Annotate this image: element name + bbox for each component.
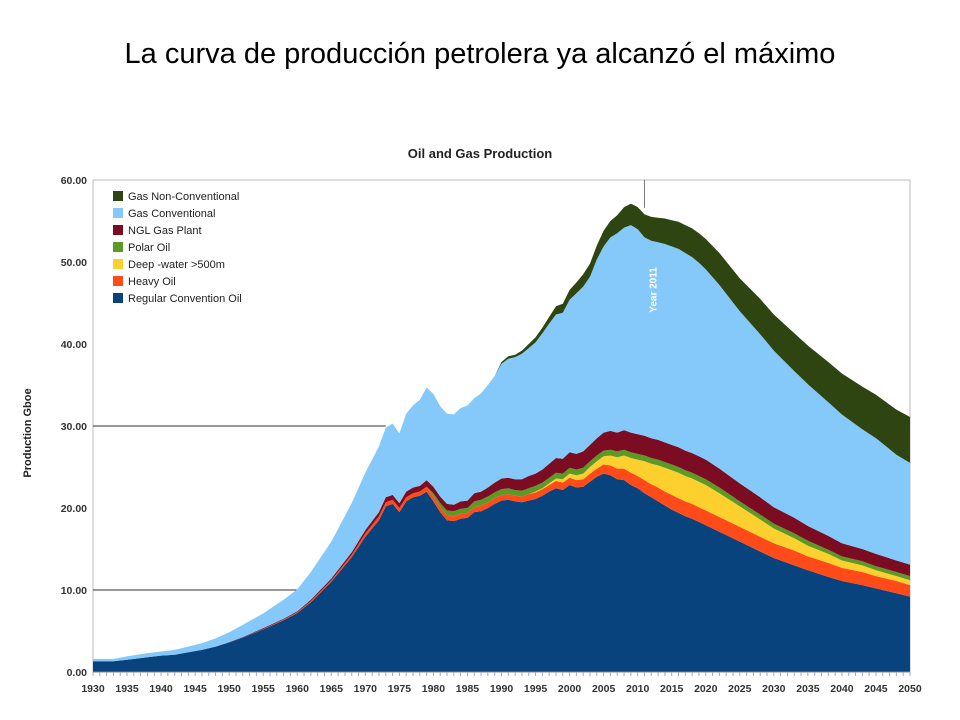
x-tick-label: 2035: [796, 683, 820, 695]
area-regular-convention-oil: [93, 473, 910, 672]
chart-title: Oil and Gas Production: [408, 146, 553, 161]
x-tick-label: 2020: [694, 683, 718, 695]
x-tick-label: 2015: [660, 683, 684, 695]
annotation-layer: Year 2011: [643, 180, 659, 313]
y-tick-label: 30.00: [61, 421, 87, 433]
x-tick-label: 1980: [422, 683, 446, 695]
x-tick-label: 1995: [524, 683, 548, 695]
x-tick-label: 2025: [728, 683, 752, 695]
axes: 0.00 10.00 20.00 30.00 40.00 50.00 60.00 1930 19…: [61, 175, 922, 695]
y-tick-label: 60.00: [61, 175, 87, 187]
y-tick-label: 10.00: [61, 585, 87, 597]
y-tick-label: 20.00: [61, 503, 87, 515]
x-tick-label: 2005: [592, 683, 616, 695]
x-tick-label: 1970: [354, 683, 378, 695]
legend-label: Gas Non-Conventional: [128, 191, 239, 203]
legend-swatch: [113, 276, 123, 286]
legend-label: Polar Oil: [128, 242, 170, 254]
y-tick-label: 0.00: [67, 667, 88, 679]
area-deep-water-500m: [93, 455, 910, 662]
y-tick-label: 50.00: [61, 257, 87, 269]
legend-label: Regular Convention Oil: [128, 293, 242, 305]
y-tick-label: 40.00: [61, 339, 87, 351]
x-tick-label: 1990: [490, 683, 514, 695]
stacked-areas: [93, 203, 910, 672]
x-tick-label: 1930: [81, 683, 105, 695]
x-tick-label: 1940: [149, 683, 173, 695]
legend-label: Deep -water >500m: [128, 259, 225, 271]
x-tick-label: 2050: [898, 683, 922, 695]
legend-swatch: [113, 191, 123, 201]
legend-swatch: [113, 242, 123, 252]
x-tick-label: 1955: [252, 683, 276, 695]
legend-swatch: [113, 208, 123, 218]
y-axis-label: Production Gboe: [22, 388, 34, 477]
x-tick-label: 1975: [388, 683, 412, 695]
x-tick-label: 1965: [320, 683, 344, 695]
area-polar-oil: [93, 449, 910, 662]
x-tick-label: 2045: [864, 683, 888, 695]
legend-label: Heavy Oil: [128, 276, 176, 288]
slide-title: La curva de producción petrolera ya alca…: [124, 38, 836, 70]
area-heavy-oil: [93, 464, 910, 662]
x-tick-label: 1945: [183, 683, 207, 695]
x-tick-label: 2040: [830, 683, 854, 695]
x-tick-label: 1935: [115, 683, 139, 695]
legend-swatch: [113, 259, 123, 269]
area-gas-conventional: [93, 225, 910, 662]
legend-swatch: [113, 225, 123, 235]
x-tick-label: 1960: [286, 683, 310, 695]
legend-label: NGL Gas Plant: [128, 225, 202, 237]
x-tick-label: 1950: [217, 683, 241, 695]
reference-lines: [93, 425, 386, 591]
legend-swatch: [113, 293, 123, 303]
x-tick-label: 2030: [762, 683, 786, 695]
legend-label: Gas Conventional: [128, 208, 215, 220]
x-tick-label: 2010: [626, 683, 650, 695]
legend: Gas Non-Conventional Gas Conventional NGL …: [113, 191, 242, 305]
annotation-label: Year 2011: [648, 267, 659, 313]
x-tick-label: 2000: [558, 683, 582, 695]
x-tick-label: 1985: [456, 683, 480, 695]
